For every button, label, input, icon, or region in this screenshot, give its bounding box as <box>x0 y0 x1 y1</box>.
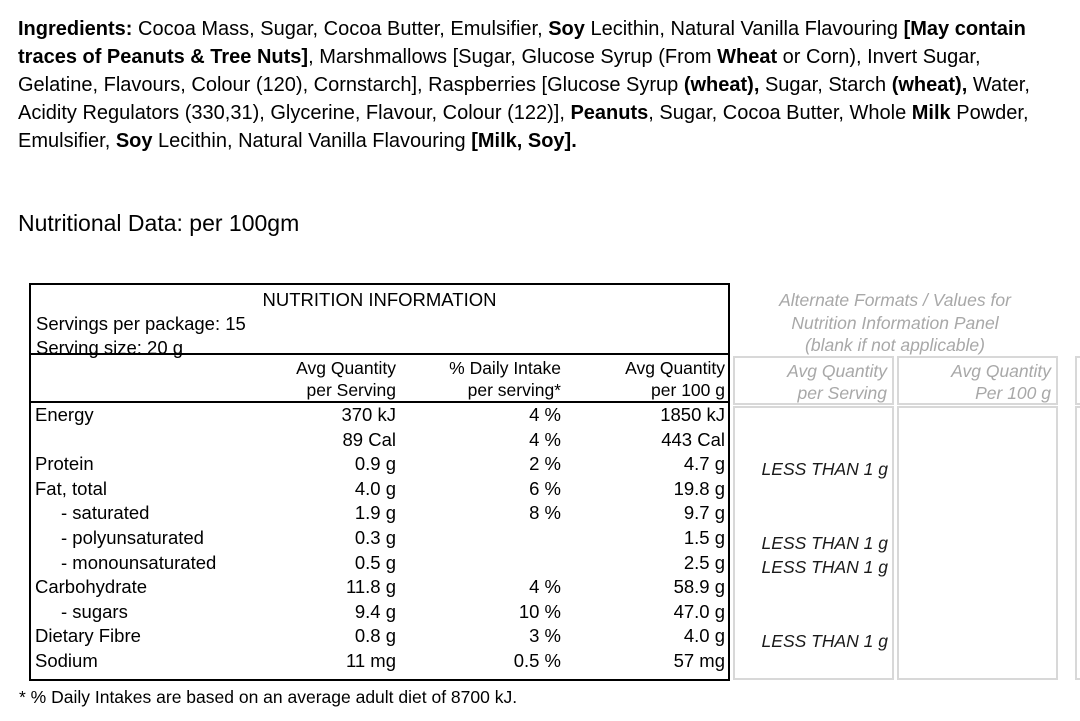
table-row: - polyunsaturated 0.3 g 1.5 g <box>61 527 725 548</box>
alt-value <box>735 482 892 507</box>
alt-column-header-per-100g: Avg Quantity Per 100 g <box>897 356 1058 405</box>
alt-value <box>735 580 892 605</box>
serving-size: Serving size: 20 g <box>36 337 184 358</box>
alt-value: LESS THAN 1 g <box>761 630 888 651</box>
alt-value <box>735 506 892 531</box>
table-row: Sodium 11 mg 0.5 % 57 mg <box>35 649 725 671</box>
column-header-per-100g: Avg Quantity per 100 g <box>625 358 725 400</box>
column-header-daily-intake: % Daily Intake per serving* <box>449 358 561 400</box>
ingredients-paragraph: Ingredients: Cocoa Mass, Sugar, Cocoa Bu… <box>18 18 1030 152</box>
alt-clipped-body-cell <box>1075 406 1080 680</box>
alt-column-header-per-serving: Avg Quantity per Serving <box>733 356 894 405</box>
alt-value: LESS THAN 1 g <box>761 557 888 578</box>
alt-value <box>735 653 892 678</box>
nutrition-table: NUTRITION INFORMATION Servings per packa… <box>29 283 730 681</box>
table-row: - saturated 1.9 g 8 % 9.7 g <box>61 502 725 524</box>
alt-value <box>735 604 892 629</box>
alt-value: LESS THAN 1 g <box>761 458 888 479</box>
alt-value <box>735 408 892 433</box>
alt-value: LESS THAN 1 g <box>761 532 888 553</box>
table-row: Energy 370 kJ 4 % 1850 kJ <box>35 404 725 426</box>
table-row: - sugars 9.4 g 10 % 47.0 g <box>61 600 725 622</box>
alt-values-per-100g <box>897 406 1058 680</box>
alt-clipped-header-cell <box>1075 356 1080 405</box>
alternate-formats-heading: Alternate Formats / Values for Nutrition… <box>779 290 1011 355</box>
table-row: Protein 0.9 g 2 % 4.7 g <box>35 453 725 475</box>
table-row: Dietary Fibre 0.8 g 3 % 4.0 g <box>35 625 725 647</box>
servings-per-package: Servings per package: 15 <box>36 313 246 334</box>
table-row: Carbohydrate 11.8 g 4 % 58.9 g <box>35 576 725 598</box>
table-row: - monounsaturated 0.5 g 2.5 g <box>61 551 725 573</box>
table-row: 89 Cal 4 % 443 Cal <box>342 428 725 450</box>
alt-values-per-serving: LESS THAN 1 g LESS THAN 1 g LESS THAN 1 … <box>733 406 894 680</box>
alt-value <box>735 433 892 458</box>
table-row: Fat, total 4.0 g 6 % 19.8 g <box>35 477 725 499</box>
ingredients-label: Ingredients: <box>18 18 133 40</box>
section-label: Nutritional Data: per 100gm <box>18 210 300 236</box>
column-header-per-serving: Avg Quantity per Serving <box>296 358 396 400</box>
daily-intake-footnote: * % Daily Intakes are based on an averag… <box>19 687 518 707</box>
nutrition-table-title: NUTRITION INFORMATION <box>262 289 497 310</box>
column-header-row: Avg Quantity per Serving % Daily Intake … <box>31 355 728 403</box>
column-header-nutrient <box>31 358 229 401</box>
nutrition-table-header: NUTRITION INFORMATION Servings per packa… <box>31 285 728 358</box>
nutrition-table-body: Energy 370 kJ 4 % 1850 kJ 89 Cal 4 % 443… <box>31 403 728 673</box>
